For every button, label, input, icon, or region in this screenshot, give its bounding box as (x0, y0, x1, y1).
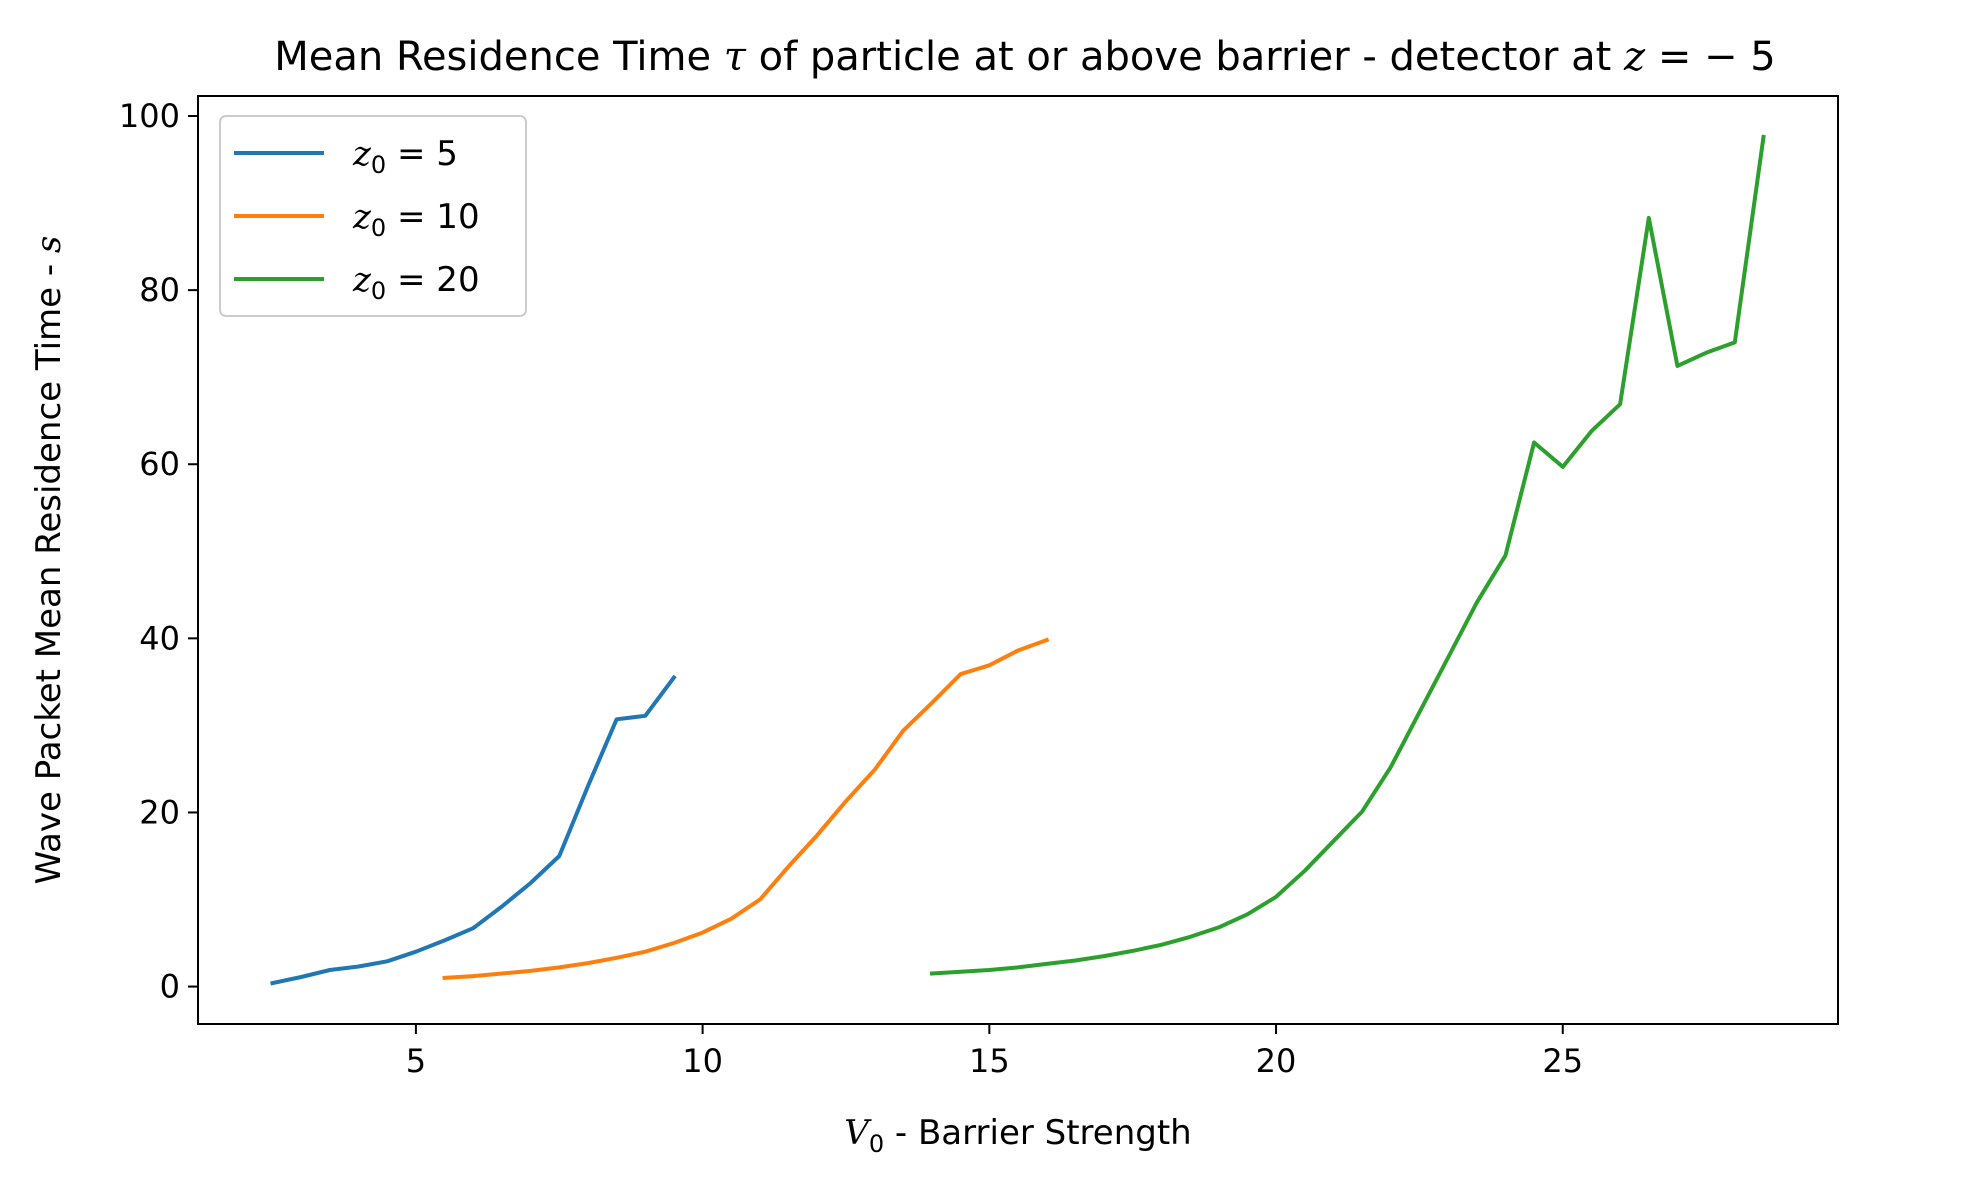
legend: z0 = 5 z0 = 10 z0 = 20 (219, 115, 527, 317)
x-axis-ticks: 5 10 15 20 25 (406, 1024, 1583, 1080)
legend-box (219, 115, 527, 317)
x-tick-label: 5 (406, 1042, 426, 1080)
x-tick-label: 15 (969, 1042, 1010, 1080)
y-tick-label: 40 (139, 619, 180, 657)
y-tick-label: 80 (139, 271, 180, 309)
series-line-0 (270, 674, 677, 986)
y-axis-label: Wave Packet Mean Residence Time - s (29, 236, 69, 885)
x-tick-label: 10 (682, 1042, 723, 1080)
x-axis-label: V0 - Barrier Strength (844, 1113, 1191, 1158)
y-tick-label: 20 (139, 793, 180, 831)
chart-title: Mean Residence Time τ of particle at or … (274, 34, 1775, 80)
series-line-1 (442, 637, 1050, 981)
y-axis-ticks: 0 20 40 60 80 100 (119, 97, 198, 1006)
legend-label-0: z0 = 5 (352, 134, 458, 179)
y-tick-label: 60 (139, 445, 180, 483)
plot-frame (197, 95, 1839, 1025)
plot-series (270, 134, 1766, 986)
series-line-2 (929, 134, 1766, 976)
y-tick-label: 0 (160, 968, 180, 1006)
x-tick-label: 20 (1256, 1042, 1297, 1080)
y-tick-label: 100 (119, 97, 180, 135)
x-tick-label: 25 (1542, 1042, 1583, 1080)
legend-label-1: z0 = 10 (352, 197, 480, 242)
legend-label-2: z0 = 20 (352, 260, 480, 305)
